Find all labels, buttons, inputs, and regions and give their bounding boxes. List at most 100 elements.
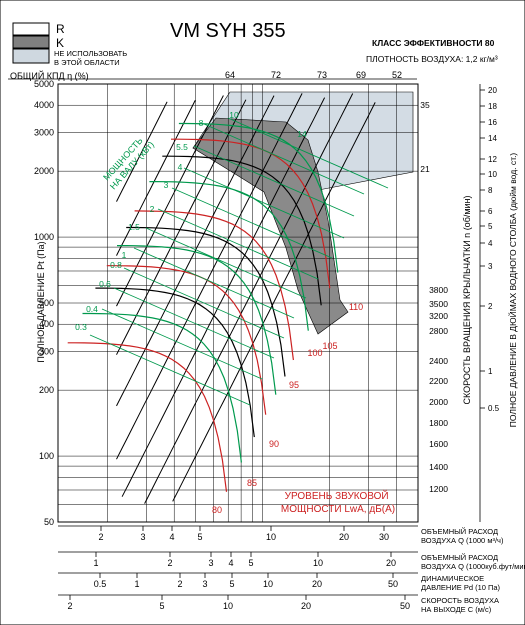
bottom-scale-2-tick-20: 20 [312, 579, 322, 589]
y-right-tick-6: 6 [488, 207, 493, 216]
system-lines [116, 93, 376, 504]
bottom-scale-1-tick-4: 4 [228, 558, 233, 568]
rpm-tick-2200: 2200 [429, 376, 448, 386]
legend-swatch-unused [12, 48, 50, 64]
fan-curves [67, 122, 339, 492]
bottom-scale-1-tick-3: 3 [208, 558, 213, 568]
sound-label-line2: МОЩНОСТИ LwA, дБ(А) [281, 504, 395, 515]
system-line-8 [116, 101, 168, 202]
bottom-scale-2-tick-5: 5 [229, 579, 234, 589]
rpm-tick-3800: 3800 [429, 285, 448, 295]
system-line-4 [116, 95, 275, 407]
power-line-10 [203, 123, 365, 195]
y-left-label: ПОЛНОЕ ДАВЛЕНИЕ Pt (Па) [36, 241, 46, 362]
sound-tick-105: 105 [322, 341, 337, 351]
y-right-tick-1: 1 [488, 367, 493, 376]
power-line-5 [145, 227, 307, 299]
bottom-scale-label-0: ОБЪЕМНЫЙ РАСХОД ВОЗДУХА Q (1000 м³/ч) [421, 527, 504, 545]
system-line-7 [116, 100, 196, 256]
power-tick-2: 2 [150, 204, 155, 214]
y-left-axis: 50 100 200 300 400 500 1000 2000 3000 4000 5000 [34, 79, 54, 527]
power-line-6 [157, 208, 319, 280]
efficiency-label: ОБЩИЙ КПД η (%) [10, 70, 89, 81]
bottom-scale-1-tick-10: 10 [313, 558, 323, 568]
y-right-label: ПОЛНОЕ ДАВЛЕНИЕ В ДЮЙМАХ ВОДНОГО СТОЛБА … [507, 153, 518, 428]
power-line-8 [183, 167, 345, 239]
system-line-6 [116, 95, 224, 307]
y-right-tick-18: 18 [488, 102, 497, 111]
power-line-4 [133, 247, 295, 319]
y-left-tick-400: 400 [39, 319, 54, 329]
power-tick-5_5: 5.5 [176, 142, 188, 152]
power-tick-0_4: 0.4 [86, 304, 98, 314]
system-line-2 [121, 97, 326, 497]
y-left-tick-50: 50 [44, 517, 54, 527]
y-left-tick-500: 500 [39, 298, 54, 308]
efficiency-tick-64: 64 [225, 70, 235, 80]
rpm-axis: 1200 1400 1600 1800 2000 2200 2400 2800 3200 3500… [429, 285, 448, 494]
power-line-3 [123, 267, 285, 339]
bottom-scale-label-0-line2: ВОЗДУХА Q (1000 м³/ч) [421, 536, 504, 545]
efficiency-tick-72: 72 [271, 70, 281, 80]
efficiency-tick-69: 69 [356, 70, 366, 80]
air-density: ПЛОТНОСТЬ ВОЗДУХА: 1,2 кг/м³ [366, 54, 498, 64]
bottom-scale-2-tick-1: 1 [134, 579, 139, 589]
log-grid [58, 84, 418, 522]
bottom-scale-label-1: ОБЪЕМНЫЙ РАСХОД ВОЗДУХА Q (1000куб.фут/ми… [421, 553, 525, 571]
y-left-tick-100: 100 [39, 451, 54, 461]
y-right-tick-2: 2 [488, 302, 493, 311]
sound-label: УРОВЕНЬ ЗВУКОВОЙ МОЩНОСТИ LwA, дБ(А) [281, 489, 395, 515]
y-right-tick-0.5: 0.5 [488, 404, 500, 413]
bottom-scale-3-tick-5: 5 [159, 601, 164, 611]
bottom-scale-1-tick-2: 2 [167, 558, 172, 568]
y-right-tick-5: 5 [488, 222, 493, 231]
rpm-tick-2800: 2800 [429, 326, 448, 336]
bottom-scale-0-tick-3: 3 [140, 532, 145, 542]
legend-label-unused-line1: НЕ ИСПОЛЬЗОВАТЬ [54, 49, 127, 58]
power-tick-35: 35 [420, 100, 430, 110]
sound-tick-110: 110 [349, 302, 363, 312]
bottom-scale-label-1-line1: ОБЪЕМНЫЙ РАСХОД [421, 553, 498, 562]
system-line-0 [172, 102, 376, 502]
rpm-tick-1400: 1400 [429, 462, 448, 472]
bottom-scale-1-tick-1: 1 [93, 558, 98, 568]
bottom-scale-0-tick-30: 30 [379, 532, 389, 542]
rpm-label: СКОРОСТЬ ВРАЩЕНИЯ КРЫЛЬЧАТКИ n (об/мин) [462, 195, 472, 404]
power-tick-10: 10 [229, 110, 239, 120]
power-tick-0_3: 0.3 [75, 322, 87, 332]
legend-swatch-r [12, 22, 50, 36]
bottom-scale-3-tick-2: 2 [67, 601, 72, 611]
sound-tick-90: 90 [269, 439, 279, 449]
fan-curve-1600 [95, 287, 255, 438]
rpm-tick-3500: 3500 [429, 299, 448, 309]
power-line-7 [171, 187, 333, 259]
power-tick-0_6: 0.6 [99, 279, 111, 289]
y-right-tick-14: 14 [488, 134, 497, 143]
system-line-5 [116, 99, 247, 355]
power-tick-1: 1 [122, 250, 127, 260]
y-right-tick-4: 4 [488, 239, 493, 248]
y-right-tick-3: 3 [488, 262, 493, 271]
bottom-scale-label-0-line1: ОБЪЕМНЫЙ РАСХОД [421, 527, 498, 536]
bottom-scale-label-1-line2: ВОЗДУХА Q (1000куб.фут/мин) [421, 562, 525, 571]
y-right-tick-12: 12 [488, 155, 497, 164]
sound-tick-95: 95 [289, 380, 299, 390]
fan-curve-2800 [149, 181, 309, 331]
bottom-scale-2-tick-0_5: 0.5 [94, 579, 107, 589]
rpm-tick-1800: 1800 [429, 418, 448, 428]
power-tick-1_5: 1.5 [128, 222, 140, 232]
fan-curve-2200 [126, 226, 286, 377]
sound-tick-80: 80 [212, 505, 222, 515]
legend-swatch-k [12, 35, 50, 49]
power-line-11 [227, 117, 389, 189]
bottom-scale-0-tick-4: 4 [169, 532, 174, 542]
power-line-9 [193, 145, 355, 217]
power-tick-4: 4 [178, 162, 183, 172]
y-left-tick-1000: 1000 [34, 232, 54, 242]
fan-curve-2400 [134, 210, 294, 361]
bottom-scale-1-tick-5: 5 [248, 558, 253, 568]
efficiency-class: КЛАСС ЭФФЕКТИВНОСТИ 80 [372, 38, 495, 48]
k-region [192, 117, 349, 335]
